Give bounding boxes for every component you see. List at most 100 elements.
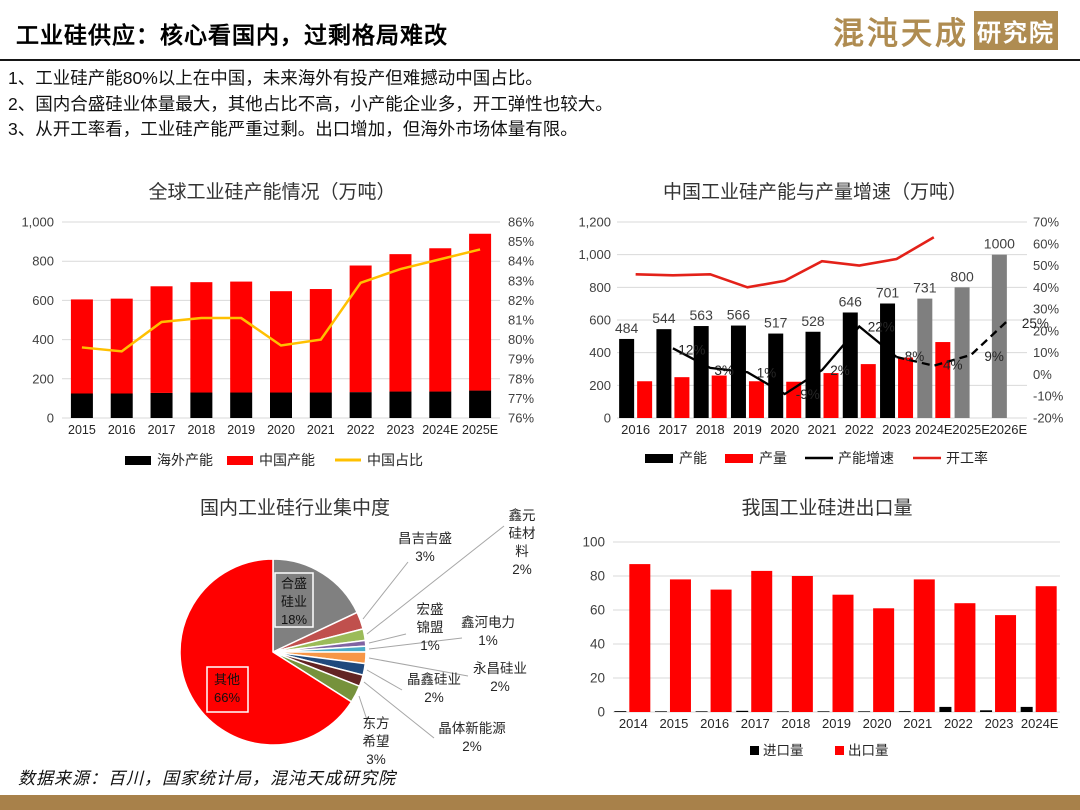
line-point-label: -9% bbox=[796, 387, 820, 402]
line-point-label: 12% bbox=[678, 342, 705, 357]
bar-capacity bbox=[619, 338, 635, 418]
pie-outside-label: 晶体新能源 bbox=[438, 721, 506, 736]
legend-swatch bbox=[227, 456, 253, 465]
bar-value-label: 563 bbox=[690, 307, 714, 323]
bar-export bbox=[1035, 586, 1057, 712]
bar-overseas-capacity bbox=[469, 390, 492, 418]
pie-outside-label: 2% bbox=[490, 679, 510, 694]
bar-export bbox=[751, 570, 773, 712]
legend-label: 产能 bbox=[679, 450, 707, 466]
x-axis-tick: 2020 bbox=[267, 423, 295, 437]
pie-outside-label: 东方 bbox=[363, 716, 390, 731]
bar-import bbox=[939, 706, 952, 712]
y-axis-tick: 1,000 bbox=[21, 215, 54, 230]
bar-china-capacity bbox=[349, 265, 372, 393]
y2-axis-tick: 0% bbox=[1033, 367, 1052, 382]
pie-inside-label-box bbox=[206, 666, 249, 713]
bar-overseas-capacity bbox=[270, 392, 292, 418]
x-axis-tick: 2021 bbox=[307, 423, 335, 437]
bar-value-label: 731 bbox=[913, 280, 937, 296]
y2-axis-tick: -10% bbox=[1033, 389, 1064, 404]
pie-outside-label: 希望 bbox=[363, 734, 390, 749]
legend-swatch bbox=[750, 746, 759, 755]
y-axis-tick: 1,200 bbox=[578, 215, 611, 230]
x-axis-tick: 2014 bbox=[619, 716, 648, 731]
y-axis-tick: 40 bbox=[590, 637, 605, 652]
bar-china-capacity bbox=[110, 298, 133, 394]
x-axis-tick: 2026E bbox=[990, 422, 1028, 437]
y-axis-tick: 0 bbox=[604, 411, 611, 426]
bar-overseas-capacity bbox=[70, 393, 93, 418]
x-axis-tick: 2023 bbox=[882, 422, 911, 437]
bar-value-label: 701 bbox=[876, 285, 900, 301]
y-axis-tick: 0 bbox=[47, 411, 54, 426]
bar-overseas-capacity bbox=[190, 392, 213, 418]
pie-inside-label: 66% bbox=[214, 690, 240, 705]
chart-title: 全球工业硅产能情况（万吨） bbox=[148, 181, 395, 203]
bar-china-capacity bbox=[270, 291, 292, 393]
x-axis-tick: 2017 bbox=[741, 716, 770, 731]
x-axis-tick: 2022 bbox=[347, 423, 375, 437]
bar-production bbox=[637, 381, 653, 418]
bar-overseas-capacity bbox=[349, 392, 372, 418]
bar-overseas-capacity bbox=[389, 391, 412, 418]
pie-inside-label: 合盛 bbox=[281, 576, 307, 591]
legend-label: 开工率 bbox=[946, 450, 988, 466]
bar-production bbox=[935, 342, 951, 418]
legend-swatch bbox=[125, 456, 151, 465]
legend-label: 进口量 bbox=[763, 743, 804, 758]
bullet-1: 1、工业硅产能80%以上在中国，未来海外有投产但难撼动中国占比。 bbox=[8, 68, 543, 88]
bar-capacity bbox=[880, 303, 896, 418]
bar-value-label: 800 bbox=[950, 268, 974, 284]
pie-outside-label: 1% bbox=[478, 633, 498, 648]
leader-line bbox=[366, 669, 403, 691]
bar-capacity bbox=[842, 312, 858, 418]
bar-import bbox=[776, 711, 789, 712]
y2-axis-tick: 85% bbox=[508, 234, 534, 249]
y2-axis-tick: -20% bbox=[1033, 411, 1064, 426]
bar-import bbox=[898, 711, 911, 712]
pie-outside-label: 锦盟 bbox=[417, 620, 444, 635]
y-axis-tick: 600 bbox=[32, 293, 54, 308]
x-axis-tick: 2019 bbox=[822, 716, 851, 731]
y2-axis-tick: 83% bbox=[508, 273, 534, 288]
line-point-label: 1% bbox=[757, 365, 777, 380]
chart-import-export: 我国工业硅进出口量 0 20 40 60 80 100 2014 2015 2016 2017 201… bbox=[582, 497, 1060, 758]
y-axis-tick: 1,000 bbox=[578, 247, 611, 262]
line-point-label: 22% bbox=[868, 320, 895, 335]
legend-swatch bbox=[835, 746, 844, 755]
y-axis-tick: 400 bbox=[32, 332, 54, 347]
bar-import bbox=[817, 711, 830, 712]
legend-swatch bbox=[645, 454, 673, 463]
bullet-list: 1、工业硅产能80%以上在中国，未来海外有投产但难撼动中国占比。 2、国内合盛硅… bbox=[8, 66, 988, 143]
pie-outside-label: 永昌硅业 bbox=[473, 661, 527, 676]
logo: 混沌天成 研究院 bbox=[833, 8, 1058, 53]
bar-capacity bbox=[768, 333, 784, 418]
x-axis-tick: 2018 bbox=[781, 716, 810, 731]
bar-value-label: 566 bbox=[727, 307, 751, 323]
bar-production bbox=[860, 364, 876, 418]
pie-inside-label: 18% bbox=[281, 612, 307, 627]
bar-export bbox=[791, 576, 813, 712]
y2-axis-tick: 40% bbox=[1033, 280, 1059, 295]
logo-brand-text: 混沌天成 bbox=[833, 16, 969, 52]
y2-axis-tick: 50% bbox=[1033, 258, 1059, 273]
legend-swatch bbox=[725, 454, 753, 463]
pie-outside-label: 2% bbox=[512, 562, 532, 577]
x-axis-tick: 2025E bbox=[952, 422, 990, 437]
bar-value-label: 528 bbox=[801, 313, 825, 329]
y-axis-tick: 400 bbox=[589, 345, 611, 360]
bar-overseas-capacity bbox=[309, 392, 332, 418]
bar-production bbox=[711, 375, 727, 418]
x-axis-tick: 2020 bbox=[863, 716, 892, 731]
leader-line bbox=[368, 657, 469, 677]
pie-outside-label: 硅材 bbox=[509, 526, 536, 541]
x-axis-tick: 2018 bbox=[696, 422, 725, 437]
bar-value-label: 544 bbox=[652, 310, 676, 326]
x-axis-tick: 2023 bbox=[387, 423, 415, 437]
pie-outside-label: 宏盛 bbox=[417, 602, 444, 617]
bar-capacity bbox=[693, 326, 709, 418]
bar-value-label: 1000 bbox=[984, 236, 1015, 252]
x-axis-tick: 2022 bbox=[944, 716, 973, 731]
